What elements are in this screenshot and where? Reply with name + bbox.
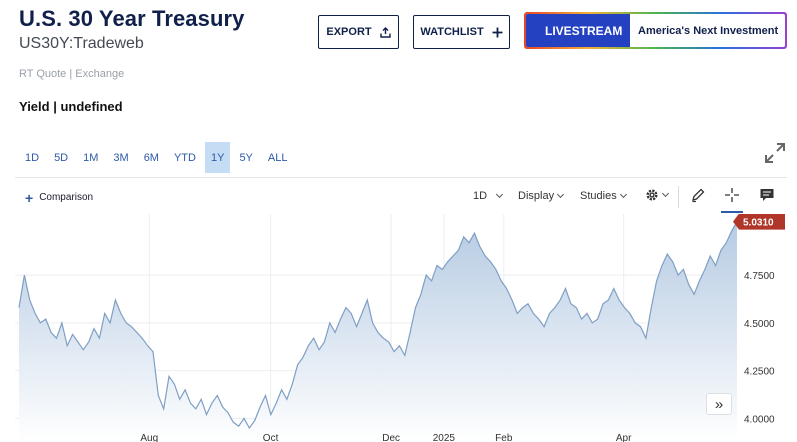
range-1d[interactable]: 1D — [25, 151, 40, 164]
crosshair-icon[interactable] — [724, 187, 740, 203]
yield-chart[interactable]: 4.0000 4.2500 4.5000 4.7500 Aug Oct Dec 2025 Fe… — [15, 214, 787, 442]
gear-icon — [646, 189, 658, 201]
yield-label: Yield | undefined — [19, 99, 123, 114]
range-all[interactable]: ALL — [267, 151, 288, 164]
studies-label: Studies — [580, 190, 617, 202]
watchlist-label: WATCHLIST — [420, 26, 484, 38]
x-tick-label: Aug — [140, 433, 158, 442]
range-1m[interactable]: 1M — [83, 151, 99, 164]
draw-pencil-icon[interactable] — [690, 187, 706, 203]
export-button[interactable]: EXPORT — [318, 15, 399, 49]
livestream-tag: LIVESTREAM — [526, 14, 630, 47]
range-3m[interactable]: 3M — [113, 151, 129, 164]
y-tick-label: 4.7500 — [744, 271, 775, 282]
series-line — [18, 221, 738, 430]
comparison-label: Comparison — [39, 192, 94, 203]
range-5d[interactable]: 5D — [54, 151, 69, 164]
chevron-down-icon — [557, 190, 565, 199]
interval-label: 1D — [473, 190, 488, 202]
area-fill — [19, 221, 737, 442]
range-1y[interactable]: 1Y — [204, 142, 231, 173]
x-tick-label: 2025 — [433, 433, 456, 442]
scroll-forward-button[interactable]: » — [706, 393, 732, 415]
livestream-tag-label: LIVESTREAM — [545, 23, 623, 38]
x-tick-label: Apr — [616, 433, 632, 442]
comment-icon[interactable] — [759, 187, 775, 203]
page-title: U.S. 30 Year Treasury — [19, 6, 245, 31]
chart-panel: + Comparison 1D Display Studies — [15, 177, 787, 442]
comparison-button[interactable]: + Comparison — [25, 189, 94, 206]
livestream-title: America's Next Investment — [638, 24, 779, 37]
range-ytd[interactable]: YTD — [173, 151, 196, 164]
settings-dropdown[interactable] — [645, 188, 670, 202]
x-tick-label: Dec — [382, 433, 400, 442]
studies-dropdown[interactable]: Studies — [580, 190, 627, 202]
y-tick-label: 4.5000 — [744, 319, 775, 330]
price-tag-shape — [733, 214, 785, 230]
y-axis: 4.0000 4.2500 4.5000 4.7500 — [744, 271, 775, 425]
y-tick-label: 4.0000 — [744, 414, 775, 425]
expand-icon[interactable] — [764, 142, 786, 164]
symbol-label: US30Y:Tradeweb — [19, 35, 144, 52]
chevron-down-icon — [661, 189, 670, 198]
watchlist-button[interactable]: WATCHLIST — [413, 15, 510, 49]
x-tick-label: Oct — [263, 433, 279, 442]
chart-toolbar: + Comparison 1D Display Studies — [15, 178, 787, 214]
chevron-down-icon — [496, 190, 504, 199]
range-selector: 1D 5D 1M 3M 6M YTD 1Y 5Y ALL — [19, 142, 296, 173]
x-axis: Aug Oct Dec 2025 Feb Apr — [140, 433, 632, 442]
livestream-banner[interactable]: LIVESTREAM America's Next Investment — [524, 12, 787, 49]
last-price-tag: 5.0310 — [733, 214, 785, 230]
x-tick-label: Feb — [495, 433, 513, 442]
y-tick-label: 4.2500 — [744, 367, 775, 378]
add-comparison-icon: + — [25, 189, 34, 206]
range-5y[interactable]: 5Y — [239, 151, 253, 164]
range-6m[interactable]: 6M — [143, 151, 159, 164]
crosshair-active-indicator — [721, 211, 743, 213]
display-label: Display — [518, 190, 555, 202]
plus-icon — [492, 27, 503, 37]
chevron-down-icon — [619, 190, 627, 199]
chart-area-series — [18, 221, 738, 442]
upload-icon — [379, 26, 391, 38]
display-dropdown[interactable]: Display — [518, 190, 565, 202]
toolbar-divider — [678, 186, 679, 208]
quote-source: RT Quote | Exchange — [19, 68, 125, 80]
last-price-label: 5.0310 — [743, 218, 774, 229]
export-label: EXPORT — [326, 26, 372, 38]
interval-dropdown[interactable]: 1D — [473, 190, 504, 202]
